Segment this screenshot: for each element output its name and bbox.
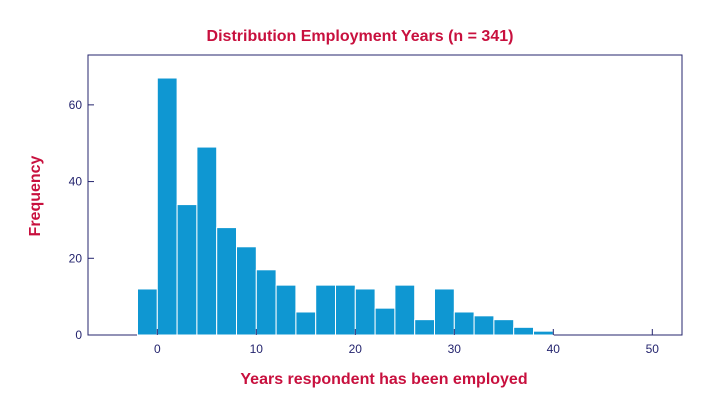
x-tick-label: 10 bbox=[250, 342, 264, 356]
histogram-bar bbox=[176, 204, 198, 336]
histogram-bar bbox=[315, 284, 337, 336]
x-tick-label: 0 bbox=[154, 342, 161, 356]
y-tick-label: 20 bbox=[69, 251, 83, 265]
histogram-bar bbox=[156, 77, 178, 336]
x-tick-label: 20 bbox=[349, 342, 363, 356]
bars-group bbox=[137, 77, 554, 336]
x-tick-label: 50 bbox=[646, 342, 660, 356]
histogram-bar bbox=[473, 315, 495, 336]
histogram-bar bbox=[533, 330, 554, 336]
y-axis-label: Frequency bbox=[27, 155, 44, 236]
ticks-group: 0 10 20 30 40 50 0 20 40 60 bbox=[69, 98, 660, 356]
histogram-bar bbox=[255, 269, 277, 336]
histogram-bar bbox=[335, 284, 356, 336]
x-axis-label: Years respondent has been employed bbox=[240, 371, 527, 388]
y-tick-label: 60 bbox=[69, 98, 83, 112]
histogram-bar bbox=[196, 146, 218, 336]
histogram-bar bbox=[434, 288, 455, 336]
chart-title: Distribution Employment Years (n = 341) bbox=[207, 28, 514, 45]
histogram-bar bbox=[493, 319, 515, 336]
y-tick-label: 0 bbox=[75, 328, 82, 342]
histogram-bar bbox=[374, 307, 396, 336]
histogram-bar bbox=[414, 319, 436, 336]
histogram-bar bbox=[275, 284, 297, 336]
histogram-bar bbox=[394, 284, 416, 336]
histogram-bar bbox=[236, 246, 257, 336]
histogram-bar bbox=[295, 311, 317, 336]
histogram-bar bbox=[453, 311, 475, 336]
y-tick-label: 40 bbox=[69, 175, 83, 189]
histogram-bar bbox=[216, 227, 237, 336]
x-tick-label: 40 bbox=[547, 342, 561, 356]
histogram-bar bbox=[513, 326, 535, 336]
histogram-bar bbox=[354, 288, 376, 336]
histogram-bar bbox=[137, 288, 158, 336]
x-tick-label: 30 bbox=[448, 342, 462, 356]
